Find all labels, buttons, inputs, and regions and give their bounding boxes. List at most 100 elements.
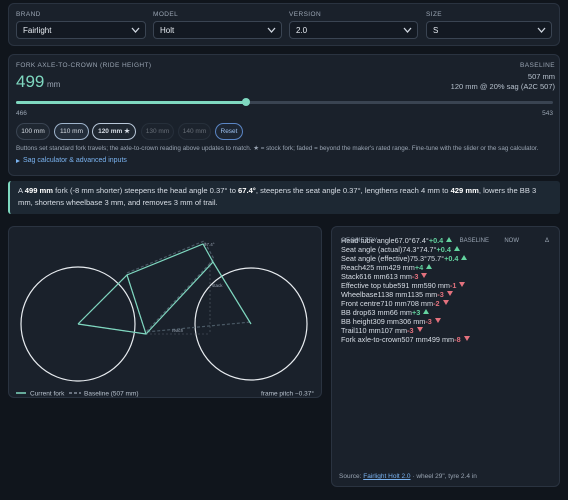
delta-arrow bbox=[434, 318, 441, 323]
baseline-value: 591 mm bbox=[397, 281, 424, 290]
frame-pitch: frame pitch −0.37° bbox=[261, 390, 314, 398]
table-panel bbox=[331, 226, 560, 487]
delta-arrow bbox=[461, 255, 468, 260]
annotation: stack bbox=[212, 283, 223, 288]
delta: -2 bbox=[433, 299, 449, 308]
delta-value: -3 bbox=[411, 272, 419, 281]
fork bbox=[212, 261, 252, 325]
rear-wheel bbox=[20, 266, 136, 382]
slider-fill bbox=[16, 101, 247, 104]
version-label: VERSION bbox=[289, 11, 322, 18]
select-value: Holt bbox=[160, 26, 175, 35]
table-row: Reach425 mm429 mm+4 bbox=[341, 263, 551, 272]
chevron bbox=[131, 27, 140, 33]
table-row: Effective top tube591 mm590 mm-1 bbox=[341, 281, 551, 290]
summary-emphasis: 499 mm bbox=[24, 186, 54, 195]
delta-arrow bbox=[453, 246, 460, 251]
baseline-value: 1138 mm bbox=[377, 290, 408, 299]
delta: -3 bbox=[412, 272, 428, 281]
column-header: Δ bbox=[544, 238, 549, 244]
delta-value: +3 bbox=[412, 308, 421, 317]
metric-name: Effective top tube bbox=[341, 281, 398, 290]
delta: +0.4 bbox=[428, 236, 453, 245]
bike-diagram: 67.4° stack reach Current fork Baseline … bbox=[16, 240, 314, 398]
model-select[interactable]: Holt bbox=[153, 21, 282, 39]
current-value: 75.7° bbox=[426, 254, 445, 263]
travel-button[interactable]: 130 mm bbox=[141, 123, 174, 140]
select-value: Fairlight bbox=[23, 26, 52, 35]
slider-track[interactable] bbox=[16, 101, 553, 104]
brand-select[interactable]: Fairlight bbox=[16, 21, 146, 39]
advanced-link[interactable]: Sag calculator & advanced inputs bbox=[23, 157, 127, 164]
delta-arrow bbox=[426, 264, 433, 269]
column-header: BASELINE bbox=[459, 238, 489, 244]
summary: A 499 mm fork (-8 mm shorter) steepens t… bbox=[8, 181, 560, 214]
reset-button[interactable]: Reset bbox=[215, 123, 243, 140]
baseline-value: 74.3° bbox=[402, 245, 420, 254]
travel-button[interactable]: 100 mm bbox=[16, 123, 50, 140]
current-value: 429 mm bbox=[388, 263, 415, 272]
delta: +0.4 bbox=[437, 245, 460, 254]
delta: +4 bbox=[415, 263, 433, 272]
table-row: Wheelbase1138 mm1135 mm-3 bbox=[341, 290, 551, 299]
geometry-table: GEOMETRY BASELINE NOW Δ Head tube angle6… bbox=[341, 236, 551, 472]
delta-value: +0.4 bbox=[436, 245, 451, 254]
current-value: 1135 mm bbox=[407, 290, 438, 299]
travel-button[interactable]: 140 mm bbox=[178, 123, 211, 140]
chevron bbox=[537, 27, 546, 33]
delta-arrow bbox=[459, 282, 466, 287]
baseline-value: 507 mm bbox=[401, 335, 428, 344]
delta-arrow bbox=[423, 309, 430, 314]
annotation: 67.4° bbox=[204, 242, 215, 247]
size-select[interactable]: S bbox=[426, 21, 552, 39]
table-row: Front centre710 mm708 mm-2 bbox=[341, 299, 551, 308]
brand-label: BRAND bbox=[16, 11, 41, 18]
travel-button[interactable]: 110 mm bbox=[54, 123, 89, 140]
baseline-front bbox=[126, 240, 252, 333]
delta-arrow bbox=[442, 300, 449, 305]
metric-name: Trail bbox=[341, 326, 355, 335]
fork-panel bbox=[8, 54, 560, 176]
baseline-value: 67.0° bbox=[394, 236, 412, 245]
size-label: SIZE bbox=[426, 11, 443, 18]
source-link[interactable]: Fairlight Holt 2.0 bbox=[363, 473, 411, 480]
baseline-value: 63 mm bbox=[367, 308, 390, 317]
table-row: Fork axle-to-crown507 mm499 mm-8 bbox=[341, 335, 551, 344]
delta-value: -3 bbox=[425, 317, 432, 326]
slider-min: 466 bbox=[16, 110, 27, 117]
metric-name: Fork axle-to-crown bbox=[341, 335, 402, 344]
table-row: Head tube angle67.0°67.4°+0.4 bbox=[341, 236, 551, 245]
disclosure-icon bbox=[16, 159, 21, 163]
current-value: 708 mm bbox=[406, 299, 434, 308]
delta-arrow bbox=[421, 273, 428, 278]
summary-emphasis: 67.4° bbox=[238, 186, 256, 195]
delta: -8 bbox=[454, 335, 470, 344]
metric-name: Head tube angle bbox=[341, 236, 395, 245]
metric-name: Stack bbox=[341, 272, 360, 281]
chevron bbox=[267, 27, 276, 33]
baseline-value: 507 mm bbox=[527, 72, 555, 81]
travel-button[interactable]: 120 mm ★ bbox=[92, 123, 136, 140]
delta-value: +0.4 bbox=[428, 236, 444, 245]
current-value: 74.7° bbox=[419, 245, 437, 254]
current-value: 613 mm bbox=[385, 272, 412, 281]
delta-value: -3 bbox=[437, 290, 444, 299]
summary-text: , lowers the BB 3 mm, shortens wheelbase… bbox=[18, 186, 537, 207]
slider-thumb[interactable] bbox=[242, 98, 251, 106]
summary-emphasis: 429 mm bbox=[450, 186, 479, 195]
metric-name: Wheelbase bbox=[341, 290, 378, 299]
front-wheel bbox=[194, 267, 308, 381]
delta-arrow bbox=[463, 336, 470, 341]
version-select[interactable]: 2.0 bbox=[289, 21, 418, 39]
select-value: 2.0 bbox=[296, 26, 308, 35]
annotation: reach bbox=[172, 328, 184, 333]
table-row: Seat angle (actual)74.3°74.7°+0.4 bbox=[341, 245, 551, 254]
fork-value: 499 bbox=[16, 72, 45, 91]
baseline-label: BASELINE bbox=[520, 62, 555, 69]
baseline-value: 110 mm bbox=[354, 326, 381, 335]
summary-text: fork (-8 mm shorter) steepens the head a… bbox=[53, 186, 239, 195]
table-row: Stack616 mm613 mm-3 bbox=[341, 272, 551, 281]
source-text: · wheel 29", tyre 2.4 in bbox=[410, 473, 477, 480]
